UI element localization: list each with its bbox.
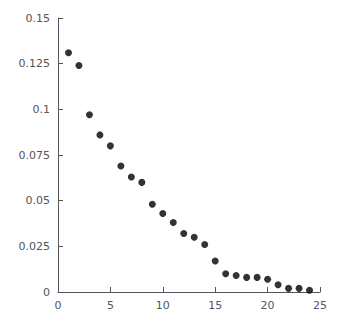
svg-text:0.1: 0.1 (33, 103, 51, 116)
svg-text:10: 10 (156, 299, 170, 312)
svg-text:20: 20 (261, 299, 275, 312)
svg-text:0.075: 0.075 (19, 149, 51, 162)
svg-text:15: 15 (208, 299, 222, 312)
svg-text:0.15: 0.15 (26, 12, 51, 25)
svg-text:0: 0 (43, 286, 50, 299)
svg-text:0: 0 (55, 299, 62, 312)
svg-text:0.125: 0.125 (19, 57, 51, 70)
svg-text:0.05: 0.05 (26, 194, 51, 207)
svg-text:0.025: 0.025 (19, 240, 51, 253)
svg-text:5: 5 (107, 299, 114, 312)
svg-text:25: 25 (313, 299, 327, 312)
